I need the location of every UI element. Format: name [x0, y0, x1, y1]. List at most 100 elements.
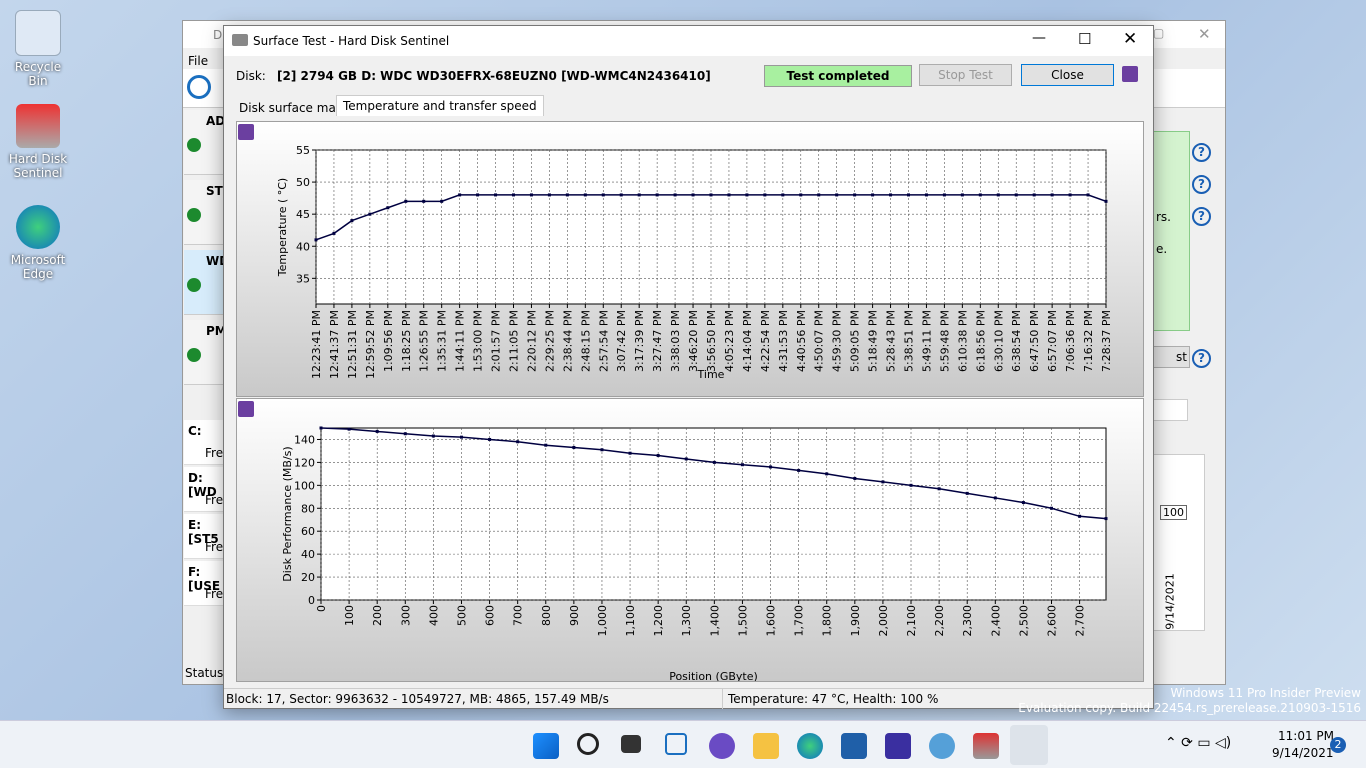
- device-item[interactable]: PM: [184, 320, 227, 385]
- y-tick-label: 40: [301, 548, 315, 561]
- x-tick-label: 4:22:54 PM: [759, 310, 772, 372]
- edge[interactable]: [797, 733, 823, 759]
- device-item[interactable]: WD: [184, 250, 229, 315]
- clock-time[interactable]: 11:01 PM: [1278, 729, 1334, 743]
- app[interactable]: [885, 733, 911, 759]
- tray[interactable]: ⌃ ⟳ ▭ ◁): [1165, 735, 1232, 751]
- point: [727, 193, 731, 197]
- x-tick-label: 2:48:15 PM: [579, 310, 592, 372]
- edge-icon[interactable]: Microsoft Edge: [8, 205, 68, 281]
- widgets[interactable]: [665, 733, 687, 755]
- x-tick-label: 2,200: [933, 605, 946, 637]
- y-axis-label: Disk Performance (MB/s): [281, 446, 294, 581]
- x-tick-label: 1,800: [821, 605, 834, 637]
- help[interactable]: ?: [1192, 143, 1211, 162]
- volume-item[interactable]: E: [ST5 Fre: [184, 514, 224, 559]
- refresh-button[interactable]: [187, 75, 211, 99]
- save-chart[interactable]: [238, 401, 254, 417]
- help[interactable]: ?: [1192, 349, 1211, 368]
- y-tick-label: 100: [294, 479, 315, 492]
- point: [1021, 501, 1025, 505]
- x-tick-label: 900: [568, 605, 581, 626]
- mini-graph: 100 9/14/2021: [1153, 454, 1205, 631]
- x-tick-label: 500: [455, 605, 468, 626]
- clock-date[interactable]: 9/14/2021: [1272, 746, 1334, 760]
- maximize[interactable]: ▢: [1153, 26, 1165, 40]
- y-tick-label: 20: [301, 571, 315, 584]
- device-item[interactable]: ST: [184, 180, 224, 245]
- store[interactable]: [841, 733, 867, 759]
- point: [583, 193, 587, 197]
- graph-value: 100: [1160, 505, 1187, 520]
- explorer[interactable]: [753, 733, 779, 759]
- point: [628, 451, 632, 455]
- notification-badge[interactable]: 2: [1330, 737, 1346, 753]
- point: [350, 219, 354, 223]
- device-name: AD: [206, 114, 226, 128]
- x-tick-label: 1,000: [596, 605, 609, 637]
- x-tick-label: 2,600: [1045, 605, 1058, 637]
- x-tick-label: 700: [512, 605, 525, 626]
- x-tick-label: 1,400: [708, 605, 721, 637]
- point: [544, 443, 548, 447]
- tab-active[interactable]: Temperature and transfer speed: [336, 95, 544, 116]
- surface-test-task[interactable]: [1010, 725, 1048, 765]
- stop-test-button[interactable]: Stop Test: [919, 64, 1012, 86]
- point: [572, 445, 576, 449]
- x-tick-label: 6:30:10 PM: [992, 310, 1005, 372]
- app[interactable]: [929, 733, 955, 759]
- start[interactable]: [533, 733, 559, 759]
- x-tick-label: 5:18:49 PM: [867, 310, 880, 372]
- volume-item[interactable]: C: Fre: [184, 420, 224, 465]
- chat[interactable]: [709, 733, 735, 759]
- task-view[interactable]: [621, 735, 641, 753]
- point: [781, 193, 785, 197]
- point: [347, 427, 351, 431]
- recycle-bin-icon[interactable]: Recycle Bin: [8, 10, 68, 88]
- volume-item[interactable]: F: [USE Fre: [184, 561, 224, 606]
- field: [1153, 399, 1188, 421]
- maximize[interactable]: ☐: [1078, 30, 1092, 48]
- point: [993, 496, 997, 500]
- free-label: Fre: [205, 540, 224, 554]
- info-text: rs.: [1156, 210, 1171, 224]
- x-tick-label: 2:29:25 PM: [543, 310, 556, 372]
- y-tick-label: 45: [296, 208, 310, 221]
- point: [691, 193, 695, 197]
- hds-icon[interactable]: Hard Disk Sentinel: [8, 104, 68, 180]
- menu-file[interactable]: File: [188, 54, 209, 68]
- volume-name: C:: [188, 424, 202, 438]
- y-tick-label: 140: [294, 433, 315, 446]
- help[interactable]: ?: [1192, 175, 1211, 194]
- x-tick-label: 300: [399, 605, 412, 626]
- point: [745, 193, 749, 197]
- volume-item[interactable]: D: [WD Fre: [184, 467, 224, 512]
- tab[interactable]: Disk surface map: [239, 101, 344, 115]
- search[interactable]: [577, 733, 599, 755]
- point: [386, 206, 390, 210]
- point: [494, 193, 498, 197]
- point: [960, 193, 964, 197]
- device-name: ST: [206, 184, 223, 198]
- close[interactable]: ✕: [1198, 25, 1211, 43]
- x-tick-label: 5:09:05 PM: [849, 310, 862, 372]
- help[interactable]: ?: [1192, 207, 1211, 226]
- minimize[interactable]: —: [1032, 30, 1046, 46]
- save-button[interactable]: [1122, 66, 1138, 82]
- x-tick-label: 5:59:48 PM: [938, 310, 951, 372]
- point: [1086, 193, 1090, 197]
- close[interactable]: ✕: [1123, 29, 1138, 49]
- x-tick-label: 6:57:07 PM: [1046, 310, 1059, 372]
- y-tick-label: 40: [296, 240, 310, 253]
- status-right: Temperature: 47 °C, Health: 100 %: [728, 692, 939, 706]
- x-tick-label: 2,000: [877, 605, 890, 637]
- x-tick-label: 6:47:50 PM: [1028, 310, 1041, 372]
- device-item[interactable]: AD: [184, 110, 226, 175]
- save-chart[interactable]: [238, 124, 254, 140]
- close-button[interactable]: Close: [1021, 64, 1114, 86]
- x-tick-label: 1,700: [793, 605, 806, 637]
- hds[interactable]: [973, 733, 999, 759]
- y-tick-label: 80: [301, 502, 315, 515]
- x-tick-label: 4:40:56 PM: [795, 310, 808, 372]
